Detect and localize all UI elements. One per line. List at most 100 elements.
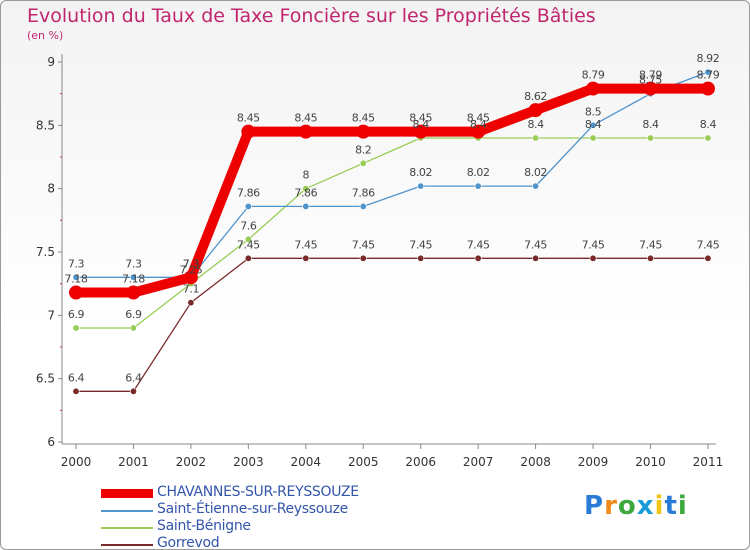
data-point	[528, 103, 543, 118]
legend-swatch	[101, 527, 153, 529]
x-tick-label: 2001	[118, 455, 149, 469]
data-label: 8.92	[696, 52, 719, 65]
legend-label: Saint-Étienne-sur-Reyssouze	[157, 501, 348, 517]
data-label: 8.45	[294, 112, 317, 125]
data-point	[72, 387, 80, 395]
series-1	[72, 68, 712, 281]
data-point	[72, 273, 80, 281]
data-label: 8.2	[355, 143, 371, 156]
data-label: 7.3	[68, 257, 85, 270]
x-tick-label: 2002	[176, 455, 207, 469]
series-labels-1: 7.3 7.3 7.3 7.86 7.86 7.86 8.02 8.02 8.02 8.5 8.75…	[68, 52, 720, 270]
logo-letter: i	[654, 491, 665, 521]
data-label: 8.4	[642, 118, 659, 131]
logo-letter: i	[677, 491, 688, 521]
data-label: 8.79	[582, 69, 605, 82]
data-point	[298, 124, 313, 139]
series-line	[76, 137, 708, 329]
data-label: 7.45	[696, 238, 719, 251]
data-label: 7.25	[179, 264, 202, 277]
y-tick-label: 7	[47, 308, 55, 322]
data-label: 7.45	[467, 238, 490, 251]
series-line	[76, 71, 709, 278]
data-label: 7.86	[237, 186, 260, 199]
data-point	[413, 124, 428, 139]
x-tick-label: 2011	[693, 455, 724, 469]
data-point	[474, 182, 482, 190]
data-point	[183, 270, 198, 285]
data-label: 7.1	[183, 283, 199, 296]
data-point	[646, 254, 654, 262]
data-point	[187, 299, 195, 307]
data-label: 8.02	[467, 166, 490, 179]
series-line	[76, 83, 708, 298]
x-tick-label: 2008	[520, 455, 551, 469]
data-point	[417, 254, 425, 262]
data-label: 7.86	[352, 186, 375, 199]
data-label: 8.79	[696, 69, 719, 82]
data-point	[359, 254, 367, 262]
data-point	[69, 285, 83, 300]
data-point	[359, 159, 367, 167]
data-point	[643, 81, 658, 96]
data-point	[244, 202, 252, 210]
legend-swatch	[101, 489, 153, 498]
legend-item: CHAVANNES-SUR-REYSSOUZE	[101, 484, 431, 502]
y-tick-label: 9	[47, 55, 55, 69]
logo-letter: P	[584, 491, 605, 521]
y-tick-label: 6.5	[36, 372, 55, 386]
data-point	[532, 254, 540, 262]
data-label: 7.18	[65, 273, 88, 286]
data-label: 8.45	[467, 112, 490, 125]
data-point	[302, 185, 310, 193]
x-tick-label: 2003	[233, 455, 264, 469]
data-label: 6.4	[125, 371, 142, 384]
data-point	[589, 134, 597, 142]
chart-subtitle: (en %)	[27, 29, 64, 42]
data-point	[700, 81, 715, 96]
series-labels-0: 7.18 7.187.38.45 8.45 8.45 8.45 8.458.628.79 8…	[65, 69, 721, 286]
data-label: 7.86	[294, 186, 317, 199]
x-tick-label: 2007	[463, 455, 494, 469]
data-label: 7.45	[639, 238, 662, 251]
data-point	[704, 134, 712, 142]
legend-swatch	[101, 544, 153, 546]
x-tick-label: 2006	[405, 455, 436, 469]
data-label: 8.4	[700, 118, 717, 131]
data-label: 7.3	[125, 257, 142, 270]
series-line	[76, 257, 708, 392]
proxiti-logo: Proxiti	[584, 491, 688, 521]
data-label: 8.4	[527, 118, 544, 131]
logo-letter: x	[636, 491, 655, 521]
data-point	[129, 324, 137, 332]
data-point	[302, 254, 310, 262]
data-point	[704, 254, 712, 262]
x-tick-label: 2004	[291, 455, 322, 469]
data-label: 7.45	[524, 238, 547, 251]
data-label: 8.02	[524, 166, 547, 179]
y-tick-label: 8	[47, 182, 55, 196]
data-point	[532, 182, 540, 190]
data-point	[359, 202, 367, 210]
x-tick-label: 2005	[348, 455, 379, 469]
data-label: 8.4	[413, 118, 430, 131]
y-tick-label: 7.5	[36, 245, 55, 259]
legend-swatch	[101, 510, 153, 512]
legend-label: Saint-Bénigne	[157, 518, 251, 534]
series-3	[72, 254, 712, 395]
data-label: 7.3	[183, 257, 200, 270]
data-point	[244, 235, 252, 243]
legend-item: Saint-Bénigne	[101, 518, 431, 536]
data-point	[241, 124, 256, 139]
data-label: 6.9	[125, 308, 142, 321]
data-label: 8.5	[585, 105, 602, 118]
data-point	[704, 68, 712, 76]
data-point	[356, 124, 371, 139]
data-label: 8.75	[639, 74, 662, 87]
y-tick-label: 8.5	[36, 118, 55, 132]
series-2	[72, 134, 712, 332]
data-point	[589, 254, 597, 262]
series-labels-2: 6.9 6.9 7.25 7.6 8 8.2 8.4 8.4 8.4 8.4 8.4 8.4	[68, 118, 717, 321]
series-labels-3: 6.4 6.4 7.1 7.45 7.45 7.45 7.45 7.45 7.45 7.45 7.4…	[68, 238, 720, 384]
